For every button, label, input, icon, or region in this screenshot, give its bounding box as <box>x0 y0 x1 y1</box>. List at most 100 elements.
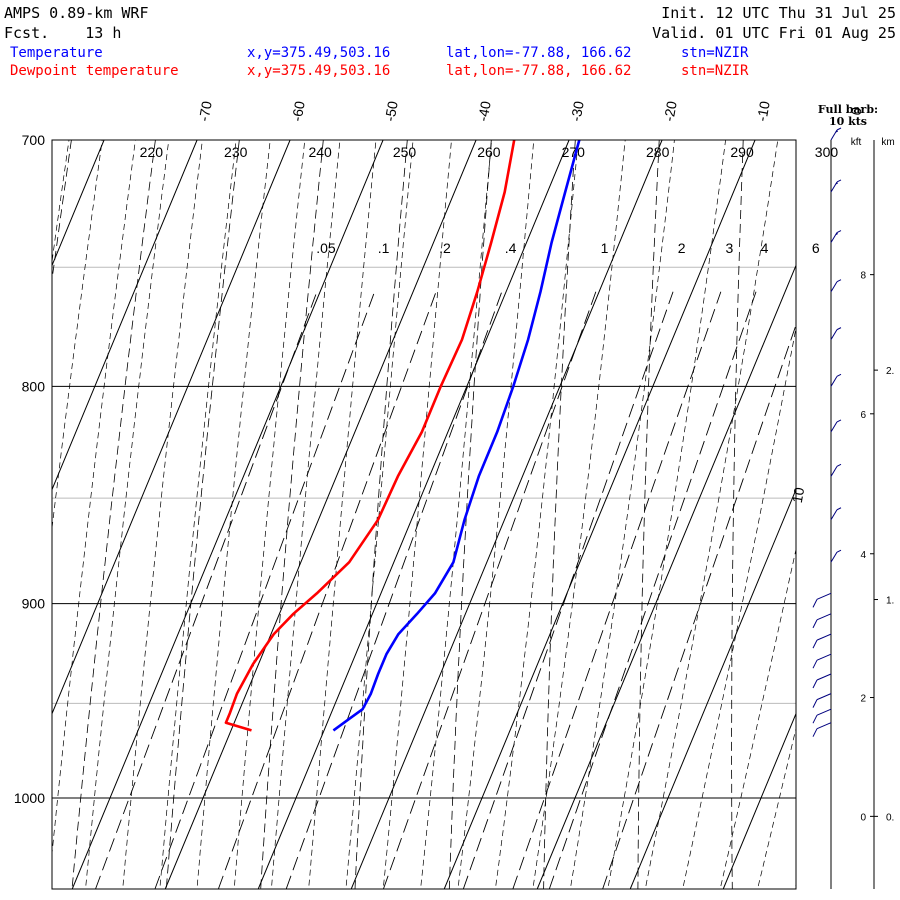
moist-adiabat <box>382 140 452 889</box>
moist-adiabat <box>122 140 203 889</box>
forecast-hour: Fcst. 13 h <box>4 24 121 42</box>
km-axis-label: km <box>881 137 894 148</box>
dry-adiabat <box>822 140 827 889</box>
wind-barb-flag <box>812 728 818 737</box>
mixing-ratio-line <box>382 291 597 889</box>
mixing-ratio-label: .1 <box>378 240 390 256</box>
wind-barb <box>812 633 832 649</box>
mixing-ratio-label: .4 <box>505 240 517 256</box>
isotherm-label: 0 <box>848 106 865 117</box>
wind-barb-flag <box>836 419 842 423</box>
isotherm <box>0 140 11 889</box>
legend-dewpoint-stn: stn=NZIR <box>681 63 749 79</box>
dry-adiabat <box>637 140 660 889</box>
wind-barb-flag <box>836 230 842 233</box>
wind-barb <box>830 127 842 141</box>
wind-barb-column: kft km 8 6 4 2 0 2. 1. 0. <box>812 127 895 889</box>
wind-barb-staff <box>830 421 838 433</box>
legend-dewpoint-xy: x,y=375.49,503.16 <box>247 63 390 79</box>
isotherm <box>71 140 384 889</box>
wind-barb-staff <box>816 708 832 716</box>
dry-adiabat <box>731 140 744 889</box>
wind-barb <box>830 507 842 521</box>
isotherm <box>816 140 900 889</box>
mixing-ratio-label: 6 <box>812 240 820 256</box>
dry-adiabat-label: 280 <box>646 144 670 160</box>
wind-barb-flag <box>836 549 842 553</box>
barb-header-line2: 10 kts <box>829 115 867 128</box>
skewt-grid <box>0 140 900 889</box>
wind-barb-flag <box>812 699 818 708</box>
wind-barb-staff <box>830 466 838 477</box>
valid-time: Valid. 01 UTC Fri 01 Aug 25 <box>652 24 896 42</box>
wind-barb-flag <box>836 327 842 331</box>
mixing-ratio-line <box>602 323 796 889</box>
moist-adiabat <box>757 727 796 889</box>
moist-adiabat <box>682 325 796 889</box>
moist-adiabat <box>52 140 103 531</box>
moist-adiabat <box>495 140 579 889</box>
kft-tick-label: 4 <box>860 550 866 561</box>
wind-barb-staff <box>816 693 832 701</box>
pressure-tick-label: 700 <box>22 132 46 148</box>
wind-barb <box>812 653 832 669</box>
isotherm <box>536 264 796 889</box>
legend-temperature: Temperature x,y=375.49,503.16 lat,lon=-7… <box>10 45 749 61</box>
moist-adiabat <box>159 140 237 889</box>
moist-adiabat <box>308 140 377 889</box>
pressure-tick-label: 1000 <box>14 790 45 806</box>
mixing-ratio-label: 1 <box>601 240 609 256</box>
mixing-ratio-line <box>217 291 437 889</box>
isotherm <box>629 488 796 889</box>
legend-temperature-latlon: lat,lon=-77.88, 166.62 <box>446 45 631 61</box>
moist-adiabat <box>719 547 796 889</box>
wind-barb-flag <box>812 679 818 689</box>
mixing-ratio-line <box>95 291 318 889</box>
dry-adiabat <box>71 140 156 889</box>
wind-barb-staff <box>816 613 832 621</box>
dry-adiabat <box>543 140 576 889</box>
legend-temperature-name: Temperature <box>10 45 103 61</box>
wind-barb <box>830 463 842 477</box>
init-time: Init. 12 UTC Thu 31 Jul 25 <box>661 4 896 22</box>
wind-barb-staff <box>816 633 832 641</box>
dry-adiabat-label: 260 <box>477 144 501 160</box>
mixing-ratio-label: 4 <box>761 240 769 256</box>
wind-barb <box>830 179 842 193</box>
plot-frame <box>51 139 797 890</box>
wind-barb <box>830 419 842 433</box>
legend-dewpoint-name: Dewpoint temperature <box>10 63 179 79</box>
dry-adiabat-label: 300 <box>815 144 839 160</box>
barb-header-line1: Full barb: <box>818 103 878 116</box>
moist-adiabat <box>420 140 492 889</box>
wind-barb-staff <box>830 281 838 292</box>
mixing-ratio-label: 2 <box>678 240 686 256</box>
dry-adiabat <box>52 140 72 283</box>
wind-barb-flag <box>812 619 818 629</box>
moist-adiabat <box>644 140 779 889</box>
wind-barb <box>830 230 842 243</box>
wind-barb-flag <box>836 463 842 467</box>
moist-adiabat <box>85 140 170 889</box>
isotherm <box>722 712 796 889</box>
wind-barb-staff <box>816 592 832 600</box>
moist-adiabat <box>233 140 306 889</box>
mixing-ratio-line <box>285 291 503 889</box>
kft-tick-label: 0 <box>860 812 866 823</box>
legend-temperature-stn: stn=NZIR <box>681 45 749 61</box>
wind-barb-flag <box>812 599 818 608</box>
mixing-ratio-label: .05 <box>316 240 336 256</box>
wind-barb <box>812 708 832 724</box>
mixing-ratio-line <box>512 291 722 889</box>
dry-adiabat-label: 270 <box>562 144 586 160</box>
moist-adiabat <box>345 140 414 889</box>
moist-adiabat <box>607 140 726 889</box>
wind-barb-staff <box>830 509 838 521</box>
isotherm-label: -20 <box>661 100 680 123</box>
isotherm <box>164 140 477 889</box>
moist-adiabat <box>532 140 626 889</box>
moist-adiabat <box>569 140 675 889</box>
isotherm-label: -10 <box>754 100 773 123</box>
dry-adiabat <box>260 140 324 889</box>
wind-barb-staff <box>816 673 832 681</box>
